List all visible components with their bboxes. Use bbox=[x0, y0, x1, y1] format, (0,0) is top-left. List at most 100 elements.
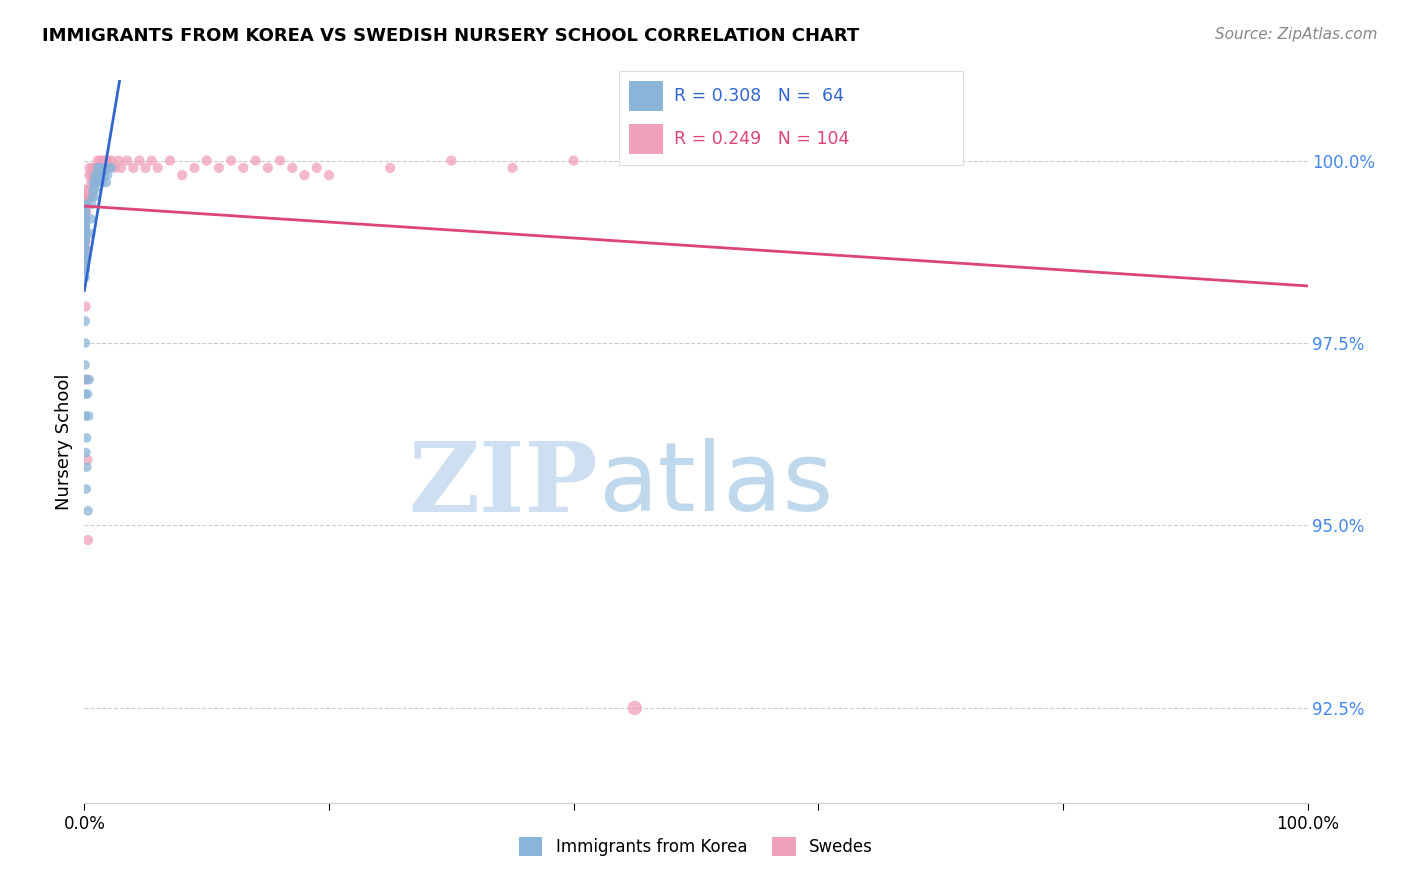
Point bbox=[79, 190, 101, 204]
Point bbox=[83, 168, 105, 182]
Text: IMMIGRANTS FROM KOREA VS SWEDISH NURSERY SCHOOL CORRELATION CHART: IMMIGRANTS FROM KOREA VS SWEDISH NURSERY… bbox=[42, 27, 859, 45]
Point bbox=[89, 168, 111, 182]
Point bbox=[73, 211, 96, 226]
Point bbox=[73, 256, 96, 270]
Point bbox=[76, 183, 98, 197]
Point bbox=[257, 161, 280, 175]
Point bbox=[269, 153, 291, 168]
Point bbox=[122, 161, 145, 175]
Point bbox=[83, 190, 105, 204]
Point bbox=[75, 190, 97, 204]
Point bbox=[86, 161, 108, 175]
Point bbox=[82, 190, 104, 204]
Point bbox=[159, 153, 181, 168]
Point bbox=[73, 263, 96, 277]
Point bbox=[73, 183, 96, 197]
Point bbox=[73, 227, 96, 241]
Point bbox=[73, 211, 96, 226]
Point bbox=[73, 204, 96, 219]
Point bbox=[73, 241, 96, 255]
Point bbox=[183, 161, 205, 175]
Point bbox=[79, 161, 101, 175]
Point bbox=[73, 241, 96, 255]
Point bbox=[73, 204, 96, 219]
Point bbox=[135, 161, 157, 175]
Point bbox=[93, 161, 115, 175]
Point bbox=[73, 227, 96, 241]
Point bbox=[281, 161, 304, 175]
Point bbox=[90, 161, 112, 175]
Point bbox=[87, 168, 110, 182]
Point bbox=[73, 241, 96, 255]
Text: ZIP: ZIP bbox=[409, 438, 598, 532]
Point bbox=[318, 168, 340, 182]
Point bbox=[195, 153, 218, 168]
Point bbox=[380, 161, 402, 175]
Point bbox=[73, 227, 96, 241]
Point bbox=[96, 176, 118, 190]
Point bbox=[73, 248, 96, 262]
Point bbox=[76, 387, 98, 401]
Point bbox=[73, 263, 96, 277]
Point bbox=[73, 248, 96, 262]
Point bbox=[89, 153, 111, 168]
Point bbox=[73, 227, 96, 241]
Point bbox=[440, 153, 463, 168]
Point bbox=[83, 161, 105, 175]
Point bbox=[73, 248, 96, 262]
Point bbox=[73, 211, 96, 226]
Point bbox=[75, 409, 97, 423]
Point bbox=[76, 431, 98, 445]
Point bbox=[115, 153, 138, 168]
Point bbox=[75, 445, 97, 459]
Point bbox=[94, 161, 117, 175]
Point bbox=[96, 161, 118, 175]
Point bbox=[73, 248, 96, 262]
Point bbox=[75, 204, 97, 219]
Point bbox=[80, 197, 103, 211]
Point bbox=[73, 211, 96, 226]
Point bbox=[73, 211, 96, 226]
Point bbox=[73, 204, 96, 219]
Point bbox=[73, 219, 96, 234]
Point bbox=[73, 227, 96, 241]
Point bbox=[73, 211, 96, 226]
Point bbox=[73, 190, 96, 204]
Point bbox=[73, 197, 96, 211]
Point bbox=[83, 168, 105, 182]
Point bbox=[76, 372, 98, 386]
Text: R = 0.308   N =  64: R = 0.308 N = 64 bbox=[673, 87, 844, 104]
Point bbox=[73, 197, 96, 211]
Point bbox=[73, 204, 96, 219]
Point bbox=[75, 300, 97, 314]
Point bbox=[208, 161, 231, 175]
Point bbox=[73, 248, 96, 262]
Point bbox=[82, 183, 104, 197]
Point bbox=[76, 460, 98, 475]
Point bbox=[141, 153, 163, 168]
Point bbox=[86, 176, 108, 190]
Point bbox=[87, 161, 110, 175]
Point bbox=[75, 387, 97, 401]
Point bbox=[73, 270, 96, 285]
Point bbox=[73, 219, 96, 234]
Point bbox=[104, 161, 127, 175]
Point bbox=[73, 248, 96, 262]
Point bbox=[77, 409, 100, 423]
Point bbox=[75, 227, 97, 241]
Point bbox=[91, 153, 114, 168]
Point bbox=[73, 219, 96, 234]
Point bbox=[97, 168, 120, 182]
Point bbox=[75, 256, 97, 270]
Point bbox=[97, 153, 120, 168]
Point bbox=[502, 161, 524, 175]
Point bbox=[84, 168, 107, 182]
Point bbox=[77, 168, 100, 182]
Point bbox=[84, 176, 107, 190]
Point bbox=[75, 372, 97, 386]
Point bbox=[73, 234, 96, 248]
Point bbox=[562, 153, 585, 168]
Point bbox=[73, 358, 96, 372]
Point bbox=[100, 161, 122, 175]
Point bbox=[84, 176, 107, 190]
